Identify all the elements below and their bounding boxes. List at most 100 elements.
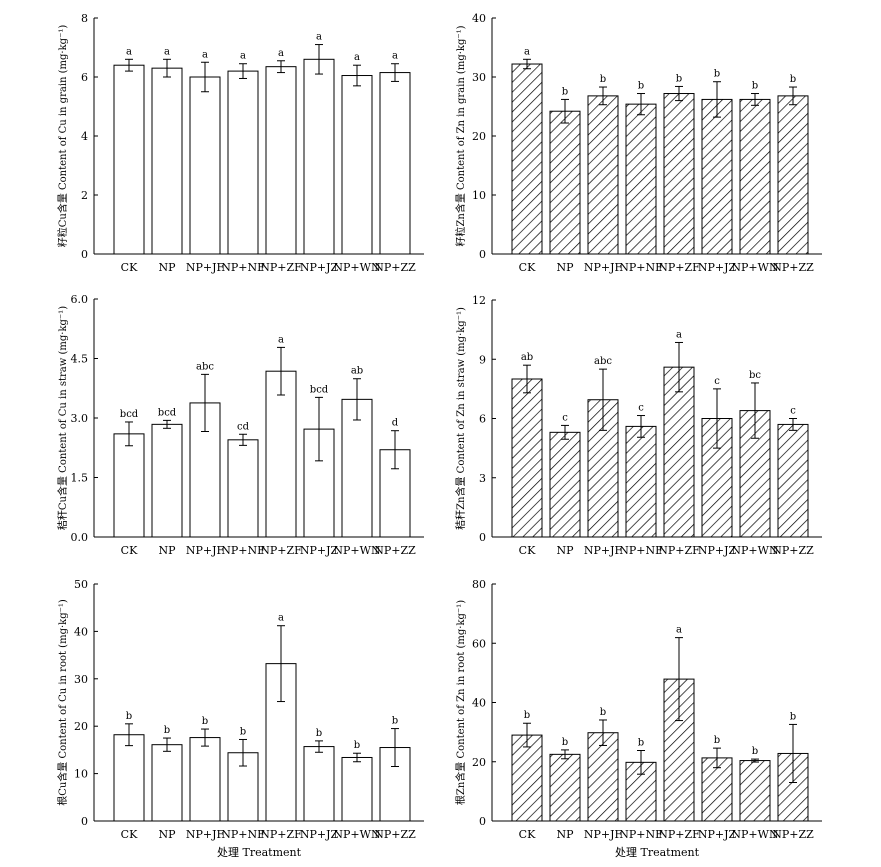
- significance-letter: b: [790, 711, 796, 722]
- y-tick-label: 40: [472, 697, 486, 710]
- y-tick-label: 12: [472, 294, 486, 307]
- x-tick-label: NP+NF: [221, 828, 265, 841]
- significance-letter: a: [392, 51, 398, 62]
- x-tick-label: NP+NF: [619, 544, 663, 557]
- x-tick-label: NP+JF: [186, 828, 225, 841]
- significance-letter: b: [562, 86, 568, 97]
- bar-NP+JZ: [303, 746, 335, 822]
- bar-NP+NF: [227, 70, 259, 255]
- y-tick-label: 0: [479, 815, 486, 828]
- bar-NP+NF: [625, 425, 657, 538]
- bar-NP: [151, 744, 183, 822]
- x-tick-label: NP+WN: [731, 261, 779, 274]
- x-tick-label: NP+ZF: [658, 544, 700, 557]
- bar-NP+JF: [189, 737, 221, 822]
- y-tick-label: 40: [472, 12, 486, 25]
- y-axis-title: 根Cu含量 Content of Cu in root (mg·kg⁻¹): [56, 599, 69, 806]
- x-tick-label: NP+JZ: [300, 544, 339, 557]
- x-tick-label: NP+ZF: [658, 261, 700, 274]
- significance-letter: b: [638, 737, 644, 748]
- significance-letter: b: [676, 73, 682, 84]
- x-tick-label: NP+WN: [333, 544, 381, 557]
- x-tick-label: NP: [158, 544, 176, 557]
- bar-NP: [549, 753, 581, 822]
- significance-letter: b: [126, 711, 132, 722]
- bar-CK: [113, 433, 145, 538]
- x-tick-label: CK: [121, 261, 138, 274]
- y-tick-label: 3: [479, 472, 486, 485]
- significance-letter: b: [392, 716, 398, 727]
- x-tick-label: NP+WN: [731, 544, 779, 557]
- significance-letter: bcd: [310, 384, 329, 395]
- x-tick-label: NP+JF: [186, 261, 225, 274]
- bar-NP: [151, 423, 183, 538]
- y-tick-label: 60: [472, 637, 486, 650]
- y-axis-title: 籽粒Cu含量 Content of Cu in grain (mg·kg⁻¹): [56, 25, 69, 248]
- y-tick-label: 0: [81, 815, 88, 828]
- x-tick-label: NP+ZF: [260, 828, 302, 841]
- bar-NP+WN: [341, 756, 373, 822]
- x-tick-label: NP+JZ: [300, 261, 339, 274]
- y-tick-label: 2: [81, 189, 88, 202]
- bar-NP+NF: [625, 103, 657, 255]
- y-tick-label: 10: [74, 768, 88, 781]
- significance-letter: b: [714, 69, 720, 80]
- significance-letter: a: [676, 625, 682, 636]
- significance-letter: b: [164, 725, 170, 736]
- x-tick-label: NP+JF: [584, 544, 623, 557]
- significance-letter: b: [354, 740, 360, 751]
- y-tick-label: 30: [472, 71, 486, 84]
- y-axis-title: 秸秆Zn含量 Content of Zn in straw (mg·kg⁻¹): [454, 307, 467, 530]
- bar-CK: [511, 734, 543, 822]
- x-tick-label: NP+WN: [333, 828, 381, 841]
- bar-NP: [549, 110, 581, 255]
- bar-NP+ZZ: [777, 423, 809, 538]
- bar-CK: [511, 378, 543, 538]
- significance-letter: b: [202, 716, 208, 727]
- x-tick-label: NP: [556, 261, 574, 274]
- x-tick-label: NP+ZZ: [772, 261, 814, 274]
- significance-letter: a: [240, 51, 246, 62]
- significance-letter: b: [600, 74, 606, 85]
- significance-letter: c: [562, 412, 568, 423]
- bar-NP+JF: [189, 76, 221, 255]
- y-tick-label: 3.0: [71, 412, 89, 425]
- x-tick-label: NP+JF: [584, 261, 623, 274]
- x-tick-label: NP+NF: [221, 261, 265, 274]
- y-tick-label: 20: [472, 130, 486, 143]
- y-axis-title: 秸秆Cu含量 Content of Cu in straw (mg·kg⁻¹): [56, 306, 69, 530]
- y-tick-label: 30: [74, 673, 88, 686]
- y-tick-label: 4.5: [71, 353, 89, 366]
- significance-letter: c: [638, 403, 644, 414]
- x-tick-label: NP+ZF: [260, 544, 302, 557]
- chart-panel-top-right: 0 10 20 30 40 籽粒Zn含量 Content of Zn in grain (…: [454, 12, 822, 274]
- bar-NP+WN: [739, 760, 771, 822]
- y-axis-title: 籽粒Zn含量 Content of Zn in grain (mg·kg⁻¹): [454, 25, 467, 246]
- significance-letter: b: [524, 710, 530, 721]
- x-tick-label: NP+WN: [333, 261, 381, 274]
- x-tick-label: CK: [519, 261, 536, 274]
- bar-CK: [113, 64, 145, 255]
- y-tick-label: 4: [81, 130, 88, 143]
- bar-NP+ZF: [663, 366, 695, 538]
- significance-letter: a: [126, 46, 132, 57]
- significance-letter: c: [714, 376, 720, 387]
- bar-NP+ZZ: [777, 95, 809, 255]
- y-tick-label: 20: [74, 720, 88, 733]
- x-tick-label: NP+WN: [731, 828, 779, 841]
- significance-letter: a: [164, 46, 170, 57]
- bar-NP+ZF: [265, 66, 297, 255]
- x-tick-label: NP+ZF: [658, 828, 700, 841]
- significance-letter: b: [752, 81, 758, 92]
- x-tick-label: NP+NF: [619, 828, 663, 841]
- y-tick-label: 50: [74, 578, 88, 591]
- y-tick-label: 20: [472, 756, 486, 769]
- significance-letter: a: [676, 329, 682, 340]
- significance-letter: c: [790, 406, 796, 417]
- y-tick-label: 10: [472, 189, 486, 202]
- y-tick-label: 0: [479, 531, 486, 544]
- significance-letter: a: [524, 46, 530, 57]
- x-tick-label: NP+JZ: [698, 261, 737, 274]
- bar-NP: [549, 431, 581, 538]
- x-tick-label: CK: [519, 544, 536, 557]
